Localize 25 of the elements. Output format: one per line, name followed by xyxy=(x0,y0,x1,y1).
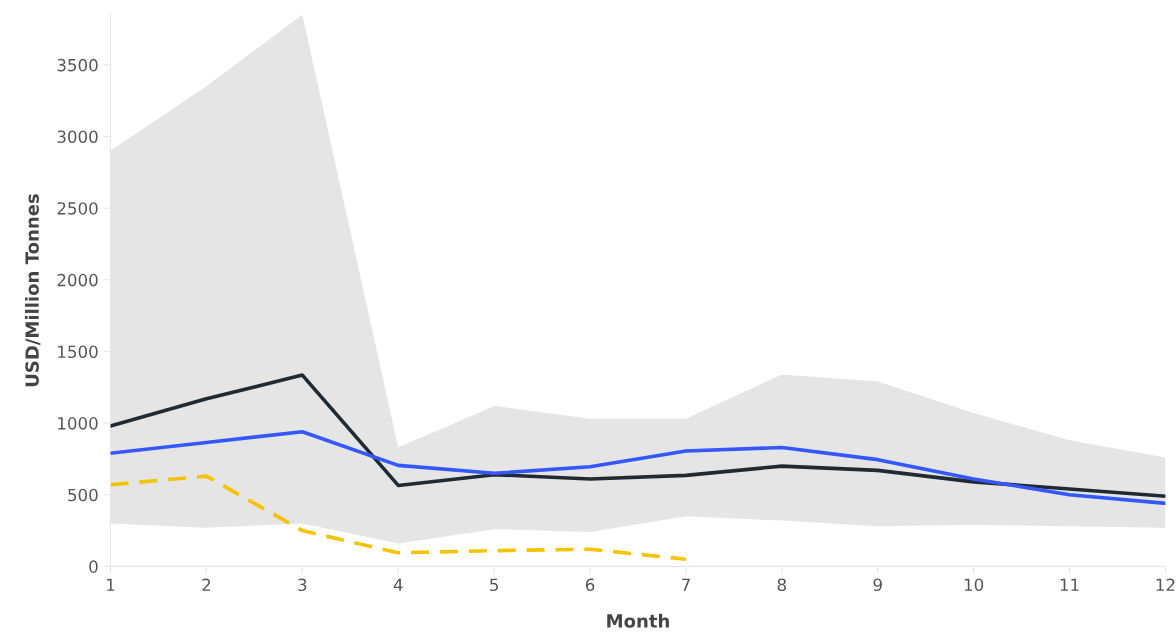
x-tick-label: 8 xyxy=(777,578,786,592)
y-tick-label: 2000 xyxy=(57,273,98,287)
x-tick-label: 5 xyxy=(490,578,498,592)
line-series xyxy=(110,474,688,562)
x-tick-label: 3 xyxy=(298,578,307,592)
x-tick-label: 11 xyxy=(1060,578,1079,591)
y-axis-title: USD/Million Tonnes xyxy=(24,194,41,387)
y-tick-label: 3500 xyxy=(57,58,98,72)
y-tick-label: 1000 xyxy=(58,417,98,430)
y-tick-label: 500 xyxy=(68,488,98,502)
x-axis-title: Month xyxy=(607,613,669,628)
line-series xyxy=(110,429,1166,506)
line-series xyxy=(110,373,1166,498)
y-tick-label: 1500 xyxy=(58,345,98,359)
x-tick-label: 6 xyxy=(585,578,595,592)
x-tick-label: 4 xyxy=(393,578,403,591)
x-tick-label: 9 xyxy=(873,578,882,592)
x-tick-label: 12 xyxy=(1156,578,1175,591)
y-tick-label: 0 xyxy=(89,560,98,573)
x-tick-label: 1 xyxy=(107,578,115,591)
y-tick-label: 3000 xyxy=(57,130,98,144)
x-tick-label: 7 xyxy=(681,578,690,591)
x-tick-label: 2 xyxy=(202,578,211,591)
y-tick-label: 2500 xyxy=(57,202,98,215)
x-tick-label: 10 xyxy=(964,578,984,592)
